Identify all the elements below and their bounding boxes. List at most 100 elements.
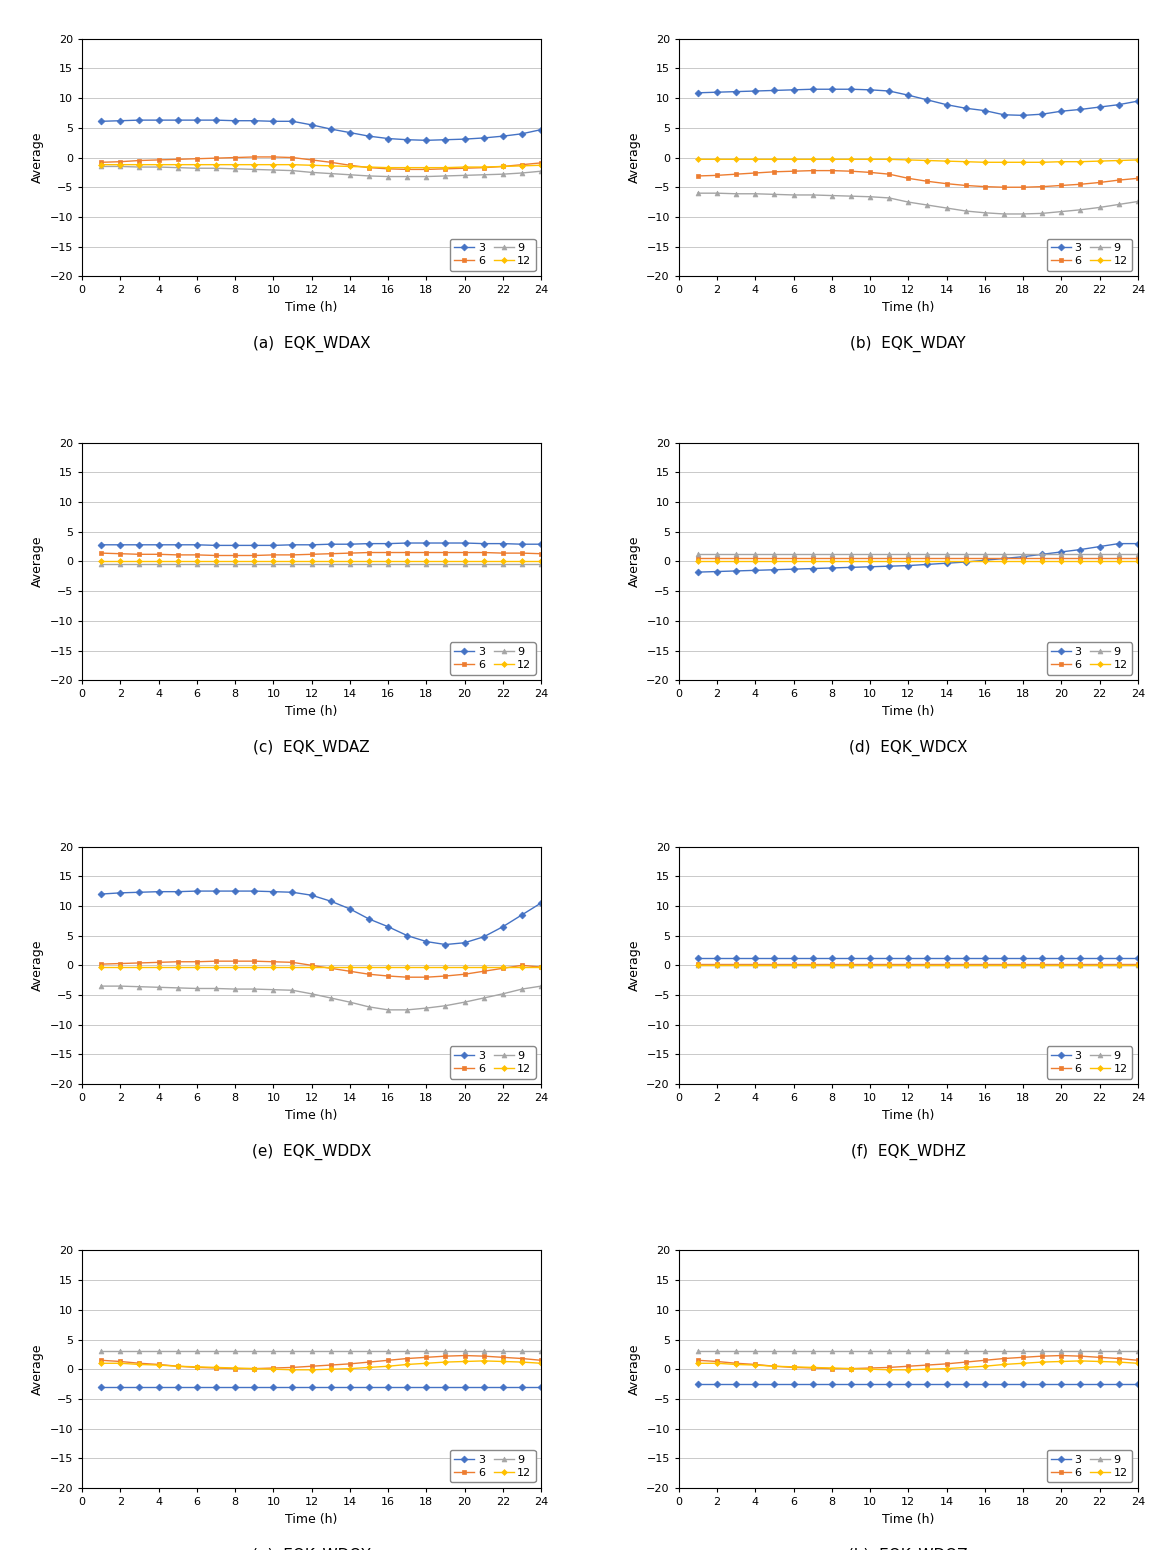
12	[1112, 955, 1126, 973]
3	[171, 110, 185, 129]
3	[190, 110, 204, 129]
3	[1092, 98, 1106, 116]
12	[691, 1355, 705, 1373]
12	[515, 552, 529, 570]
9	[978, 546, 992, 564]
9	[901, 546, 915, 564]
6	[767, 163, 781, 181]
6	[324, 959, 338, 978]
9	[997, 1342, 1011, 1361]
12	[171, 1356, 185, 1375]
6	[534, 958, 548, 976]
9	[343, 1342, 357, 1361]
6	[171, 1356, 185, 1375]
3	[1035, 105, 1049, 124]
Text: (d)  EQK_WDCX: (d) EQK_WDCX	[849, 739, 968, 756]
12	[958, 955, 972, 973]
3	[94, 535, 108, 553]
9	[1092, 546, 1106, 564]
Line: 3: 3	[99, 888, 543, 947]
12	[190, 155, 204, 174]
6	[362, 1353, 377, 1372]
3	[882, 949, 896, 967]
9	[171, 978, 185, 997]
9	[1112, 956, 1126, 975]
9	[285, 555, 299, 574]
6	[921, 1356, 935, 1375]
6	[362, 966, 377, 984]
12	[343, 552, 357, 570]
6	[691, 955, 705, 973]
Line: 3: 3	[696, 956, 1140, 961]
3	[767, 1375, 781, 1393]
3	[787, 81, 801, 99]
3	[940, 949, 954, 967]
9	[1112, 1342, 1126, 1361]
9	[419, 555, 433, 574]
3	[457, 130, 472, 149]
6	[1055, 177, 1069, 195]
9	[324, 555, 338, 574]
3	[1055, 949, 1069, 967]
3	[248, 112, 262, 130]
6	[710, 549, 724, 567]
6	[266, 147, 280, 166]
12	[114, 1355, 128, 1373]
6	[1016, 1348, 1030, 1367]
9	[476, 989, 490, 1008]
3	[901, 949, 915, 967]
6	[439, 967, 453, 986]
12	[171, 958, 185, 976]
9	[940, 546, 954, 564]
12	[476, 158, 490, 177]
9	[958, 1342, 972, 1361]
9	[496, 555, 510, 574]
3	[324, 891, 338, 910]
12	[439, 158, 453, 177]
9	[190, 555, 204, 574]
3	[151, 882, 165, 901]
12	[94, 155, 108, 174]
6	[515, 956, 529, 975]
3	[381, 129, 395, 147]
3	[825, 1375, 839, 1393]
X-axis label: Time (h): Time (h)	[285, 705, 338, 718]
3	[285, 112, 299, 130]
12	[863, 955, 877, 973]
3	[748, 1375, 762, 1393]
3	[381, 535, 395, 553]
3	[362, 1378, 377, 1397]
9	[1092, 1342, 1106, 1361]
6	[958, 549, 972, 567]
3	[496, 127, 510, 146]
3	[171, 535, 185, 553]
Line: 6: 6	[696, 1353, 1140, 1372]
12	[457, 158, 472, 177]
Line: 6: 6	[99, 1353, 543, 1372]
3	[1073, 101, 1087, 119]
3	[901, 1375, 915, 1393]
6	[534, 544, 548, 563]
12	[190, 1358, 204, 1376]
3	[1016, 949, 1030, 967]
6	[190, 952, 204, 970]
12	[882, 1361, 896, 1380]
3	[863, 81, 877, 99]
12	[515, 157, 529, 175]
12	[1016, 552, 1030, 570]
12	[1131, 1355, 1145, 1373]
9	[825, 956, 839, 975]
6	[209, 1359, 223, 1378]
9	[419, 1342, 433, 1361]
6	[496, 959, 510, 978]
6	[457, 966, 472, 984]
6	[133, 953, 147, 972]
3	[171, 1378, 185, 1397]
6	[496, 544, 510, 563]
6	[730, 164, 744, 183]
3	[381, 1378, 395, 1397]
12	[1092, 955, 1106, 973]
6	[285, 1358, 299, 1376]
9	[710, 1342, 724, 1361]
3	[515, 1378, 529, 1397]
